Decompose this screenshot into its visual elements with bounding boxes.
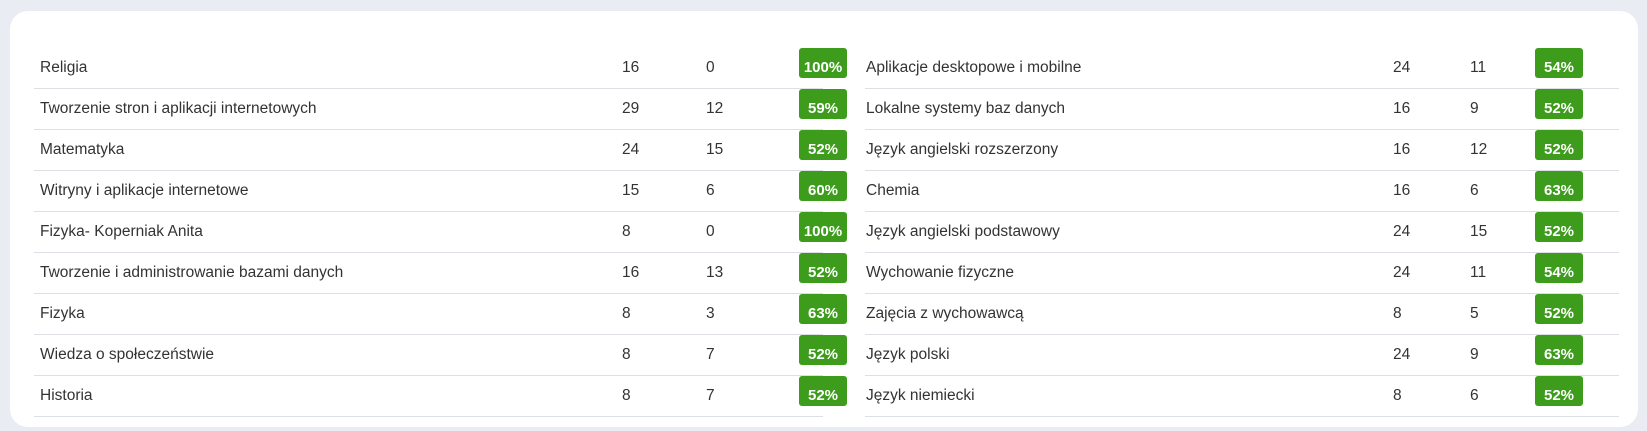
table-row[interactable]: Historia 8 7 52% bbox=[34, 376, 847, 417]
table-row[interactable]: Fizyka 8 3 63% bbox=[34, 294, 847, 335]
table-row[interactable]: Lokalne systemy baz danych 16 9 52% bbox=[865, 89, 1619, 130]
subject-name: Religia bbox=[40, 59, 88, 76]
percent-badge: 63% bbox=[1535, 335, 1583, 365]
subject-name: Język polski bbox=[866, 346, 950, 363]
percent-badge: 52% bbox=[799, 335, 847, 365]
absence-count: 6 bbox=[1470, 387, 1479, 404]
subject-name: Język angielski podstawowy bbox=[866, 223, 1060, 240]
hours-count: 24 bbox=[1393, 346, 1411, 363]
table-row[interactable]: Wiedza o społeczeństwie 8 7 52% bbox=[34, 335, 847, 376]
percent-badge: 52% bbox=[799, 253, 847, 283]
hours-count: 8 bbox=[1393, 305, 1402, 322]
table-row[interactable]: Aplikacje desktopowe i mobilne 24 11 54% bbox=[865, 48, 1619, 89]
absence-count: 15 bbox=[1470, 223, 1488, 240]
percent-badge: 52% bbox=[1535, 376, 1583, 406]
hours-count: 29 bbox=[622, 100, 640, 117]
hours-count: 16 bbox=[1393, 141, 1411, 158]
absence-count: 13 bbox=[706, 264, 724, 281]
subject-name: Witryny i aplikacje internetowe bbox=[40, 182, 249, 199]
subject-name: Fizyka bbox=[40, 305, 85, 322]
table-row[interactable]: Zajęcia z wychowawcą 8 5 52% bbox=[865, 294, 1619, 335]
table-row[interactable]: Język angielski podstawowy 24 15 52% bbox=[865, 212, 1619, 253]
hours-count: 16 bbox=[1393, 182, 1411, 199]
hours-count: 15 bbox=[622, 182, 640, 199]
subject-name: Wiedza o społeczeństwie bbox=[40, 346, 215, 363]
percent-badge: 100% bbox=[799, 212, 847, 242]
subject-name: Wychowanie fizyczne bbox=[866, 264, 1015, 281]
hours-count: 16 bbox=[622, 59, 640, 76]
percent-badge: 52% bbox=[1535, 294, 1583, 324]
absence-count: 9 bbox=[1470, 346, 1479, 363]
subject-name: Lokalne systemy baz danych bbox=[866, 100, 1066, 117]
subject-name: Język angielski rozszerzony bbox=[866, 141, 1059, 158]
hours-count: 16 bbox=[1393, 100, 1411, 117]
table-row[interactable]: Wychowanie fizyczne 24 11 54% bbox=[865, 253, 1619, 294]
percent-badge: 63% bbox=[799, 294, 847, 324]
hours-count: 24 bbox=[622, 141, 640, 158]
absence-count: 6 bbox=[706, 182, 715, 199]
absence-count: 3 bbox=[706, 305, 715, 322]
table-row[interactable]: Język angielski rozszerzony 16 12 52% bbox=[865, 130, 1619, 171]
percent-badge: 52% bbox=[799, 130, 847, 160]
absence-count: 15 bbox=[706, 141, 724, 158]
attendance-card: Religia 16 0 100% Tworzenie stron i aplikacj… bbox=[10, 11, 1638, 427]
percent-badge: 60% bbox=[799, 171, 847, 201]
absence-count: 5 bbox=[1470, 305, 1479, 322]
subject-name: Historia bbox=[40, 387, 93, 404]
table-row[interactable]: Język niemiecki 8 6 52% bbox=[865, 376, 1619, 417]
percent-badge: 100% bbox=[799, 48, 847, 78]
absence-count: 7 bbox=[706, 346, 715, 363]
table-row[interactable]: Matematyka 24 15 52% bbox=[34, 130, 847, 171]
table-row[interactable]: Chemia 16 6 63% bbox=[865, 171, 1619, 212]
percent-badge: 52% bbox=[1535, 89, 1583, 119]
percent-badge: 59% bbox=[799, 89, 847, 119]
absence-count: 9 bbox=[1470, 100, 1479, 117]
absence-count: 11 bbox=[1470, 264, 1487, 281]
table-row[interactable]: Tworzenie stron i aplikacji internetowyc… bbox=[34, 89, 847, 130]
subject-name: Tworzenie i administrowanie bazami danyc… bbox=[40, 264, 344, 281]
absence-count: 0 bbox=[706, 59, 715, 76]
hours-count: 8 bbox=[1393, 387, 1402, 404]
hours-count: 16 bbox=[622, 264, 640, 281]
hours-count: 8 bbox=[622, 223, 631, 240]
subject-name: Tworzenie stron i aplikacji internetowyc… bbox=[40, 100, 317, 117]
hours-count: 8 bbox=[622, 346, 631, 363]
absence-count: 6 bbox=[1470, 182, 1479, 199]
percent-badge: 52% bbox=[1535, 130, 1583, 160]
subject-name: Matematyka bbox=[40, 141, 125, 158]
hours-count: 24 bbox=[1393, 223, 1411, 240]
subject-name: Chemia bbox=[866, 182, 920, 199]
absence-count: 11 bbox=[1470, 59, 1487, 76]
subject-name: Fizyka- Koperniak Anita bbox=[40, 223, 203, 240]
percent-badge: 52% bbox=[1535, 212, 1583, 242]
percent-badge: 54% bbox=[1535, 48, 1583, 78]
table-row[interactable]: Religia 16 0 100% bbox=[34, 48, 847, 89]
table-row[interactable]: Witryny i aplikacje internetowe 15 6 60% bbox=[34, 171, 847, 212]
table-row[interactable]: Fizyka- Koperniak Anita 8 0 100% bbox=[34, 212, 847, 253]
absence-count: 7 bbox=[706, 387, 715, 404]
table-row[interactable]: Tworzenie i administrowanie bazami danyc… bbox=[34, 253, 847, 294]
absence-count: 12 bbox=[1470, 141, 1488, 158]
percent-badge: 54% bbox=[1535, 253, 1583, 283]
subjects-table-right: Aplikacje desktopowe i mobilne 24 11 54% Lok… bbox=[865, 48, 1619, 417]
subjects-table-left: Religia 16 0 100% Tworzenie stron i aplikacj… bbox=[34, 48, 847, 417]
hours-count: 8 bbox=[622, 305, 631, 322]
hours-count: 24 bbox=[1393, 59, 1411, 76]
table-row[interactable]: Język polski 24 9 63% bbox=[865, 335, 1619, 376]
hours-count: 24 bbox=[1393, 264, 1411, 281]
percent-badge: 63% bbox=[1535, 171, 1583, 201]
absence-count: 12 bbox=[706, 100, 724, 117]
subject-name: Zajęcia z wychowawcą bbox=[866, 305, 1024, 322]
percent-badge: 52% bbox=[799, 376, 847, 406]
hours-count: 8 bbox=[622, 387, 631, 404]
subject-name: Aplikacje desktopowe i mobilne bbox=[866, 59, 1082, 76]
absence-count: 0 bbox=[706, 223, 715, 240]
subject-name: Język niemiecki bbox=[866, 387, 975, 404]
